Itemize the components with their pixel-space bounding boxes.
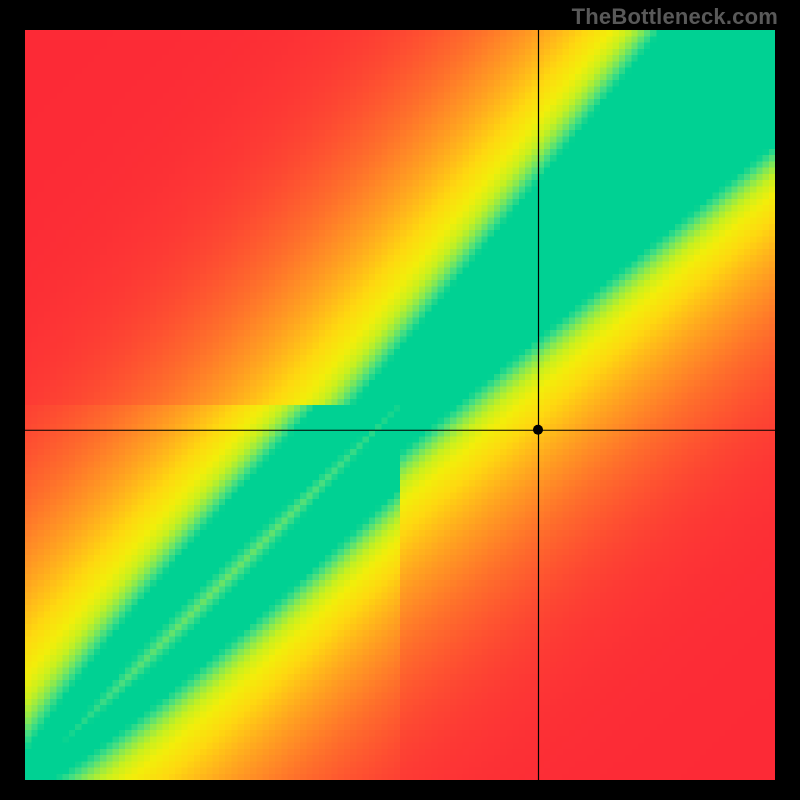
watermark-text: TheBottleneck.com <box>572 4 778 30</box>
crosshair-overlay <box>25 30 775 780</box>
chart-container: { "watermark": { "text": "TheBottleneck.… <box>0 0 800 800</box>
